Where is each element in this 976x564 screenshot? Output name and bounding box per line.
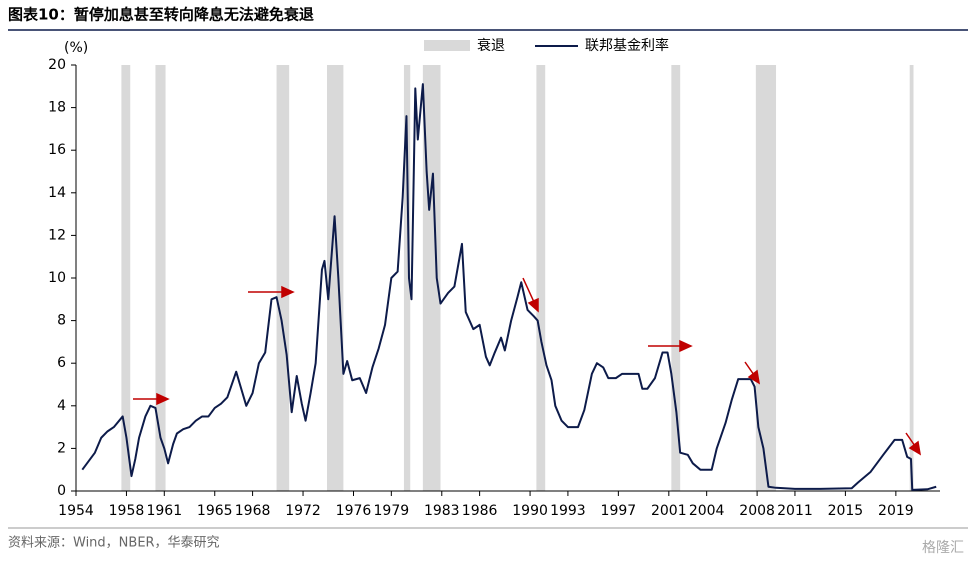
- recession-band: [276, 65, 290, 491]
- recession-band: [671, 65, 681, 491]
- y-tick-label: 18: [48, 100, 66, 116]
- rate-line: [81, 83, 937, 491]
- y-tick-label: 2: [57, 440, 66, 456]
- x-tick-label: 1993: [550, 503, 586, 519]
- x-tick-label: 1958: [109, 503, 145, 519]
- y-tick-label: 14: [48, 185, 66, 201]
- x-tick-label: 1997: [601, 503, 637, 519]
- watermark: 格隆汇: [922, 540, 964, 556]
- chart-title: 图表10：暂停加息甚至转向降息无法避免衰退: [8, 6, 314, 24]
- arrows: [133, 277, 922, 456]
- x-tick-label: 1961: [146, 503, 182, 519]
- x-tick-label: 2019: [878, 503, 914, 519]
- y-tick-label: 16: [48, 142, 66, 158]
- recession-band: [909, 65, 914, 491]
- source: 资料来源：Wind，NBER，华泰研究: [8, 536, 220, 551]
- y-tick-label: 10: [48, 270, 66, 286]
- x-tick-label: 1983: [424, 503, 460, 519]
- x-tick-label: 2001: [651, 503, 687, 519]
- x-tick-label: 1968: [235, 503, 271, 519]
- legend-swatch: [424, 40, 470, 51]
- y-tick-label: 6: [57, 355, 66, 371]
- x-tick-label: 1976: [336, 503, 372, 519]
- y-tick-label: 8: [57, 313, 66, 329]
- legend-label: 联邦基金利率: [585, 37, 669, 54]
- x-tick-label: 1979: [374, 503, 410, 519]
- x-tick-label: 1972: [285, 503, 321, 519]
- y-tick-label: 12: [48, 227, 66, 243]
- recession-band: [121, 65, 131, 491]
- x-tick-label: 2011: [777, 503, 813, 519]
- recession-band: [403, 65, 411, 491]
- y-tick-label: 20: [48, 57, 66, 73]
- x-tick-label: 1986: [462, 503, 498, 519]
- y-tick-label: 4: [57, 398, 66, 414]
- legend-label: 衰退: [477, 37, 505, 54]
- recession-band: [755, 65, 777, 491]
- y-unit: (%): [64, 40, 88, 56]
- x-tick-label: 1990: [512, 503, 548, 519]
- recession-band: [155, 65, 166, 491]
- x-tick-label: 2004: [689, 503, 725, 519]
- y-tick-label: 0: [57, 483, 66, 499]
- x-tick-label: 1954: [58, 503, 94, 519]
- recession-band: [327, 65, 344, 491]
- x-tick-label: 2015: [828, 503, 864, 519]
- x-tick-label: 1965: [197, 503, 233, 519]
- x-tick-label: 2008: [739, 503, 775, 519]
- recession-band: [536, 65, 546, 491]
- plot: 0 2 4 6 8 10 12 14 16 18 20 1954 1958 1961 1965 1968 197…: [48, 57, 940, 519]
